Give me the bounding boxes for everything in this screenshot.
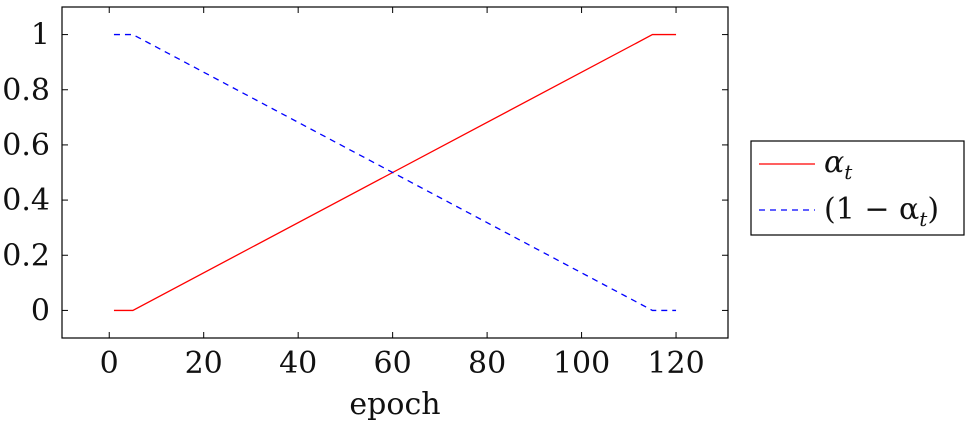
plot-area-frame bbox=[61, 6, 729, 339]
legend-label-one-minus-alpha-main: (1 − α bbox=[824, 192, 919, 227]
y-tick-label-0: 0 bbox=[31, 293, 50, 328]
x-tick-label-4: 80 bbox=[468, 346, 506, 381]
x-axis-title: epoch bbox=[349, 387, 440, 422]
legend-label-alpha: αt bbox=[824, 145, 853, 184]
axis-tick-labels: 0 20 40 60 80 100 120 0 0.2 0.4 0.6 0.8 1 bbox=[2, 18, 704, 381]
y-tick-label-3: 0.6 bbox=[2, 128, 50, 163]
x-tick-label-6: 120 bbox=[647, 346, 704, 381]
x-tick-label-2: 40 bbox=[279, 346, 317, 381]
x-tick-label-3: 60 bbox=[374, 346, 412, 381]
y-tick-label-2: 0.4 bbox=[2, 183, 50, 218]
legend: αt (1 − αt) bbox=[750, 140, 965, 236]
legend-label-one-minus-alpha: (1 − αt) bbox=[824, 192, 939, 231]
x-tick-label-1: 20 bbox=[185, 346, 223, 381]
series-line-1 bbox=[113, 33, 677, 312]
legend-label-one-minus-alpha-sub: t bbox=[919, 207, 928, 231]
y-tick-label-4: 0.8 bbox=[2, 73, 50, 108]
legend-box bbox=[750, 140, 965, 236]
legend-label-alpha-main: α bbox=[824, 145, 844, 180]
x-tick-label-0: 0 bbox=[100, 346, 119, 381]
axis-ticks bbox=[62, 7, 728, 338]
legend-label-alpha-sub: t bbox=[844, 160, 853, 184]
x-tick-label-5: 100 bbox=[553, 346, 610, 381]
series-group bbox=[113, 33, 677, 312]
y-tick-label-1: 0.2 bbox=[2, 238, 50, 273]
y-tick-label-5: 1 bbox=[31, 18, 50, 53]
series-line-0 bbox=[113, 33, 677, 312]
legend-label-one-minus-alpha-tail: ) bbox=[927, 192, 939, 227]
